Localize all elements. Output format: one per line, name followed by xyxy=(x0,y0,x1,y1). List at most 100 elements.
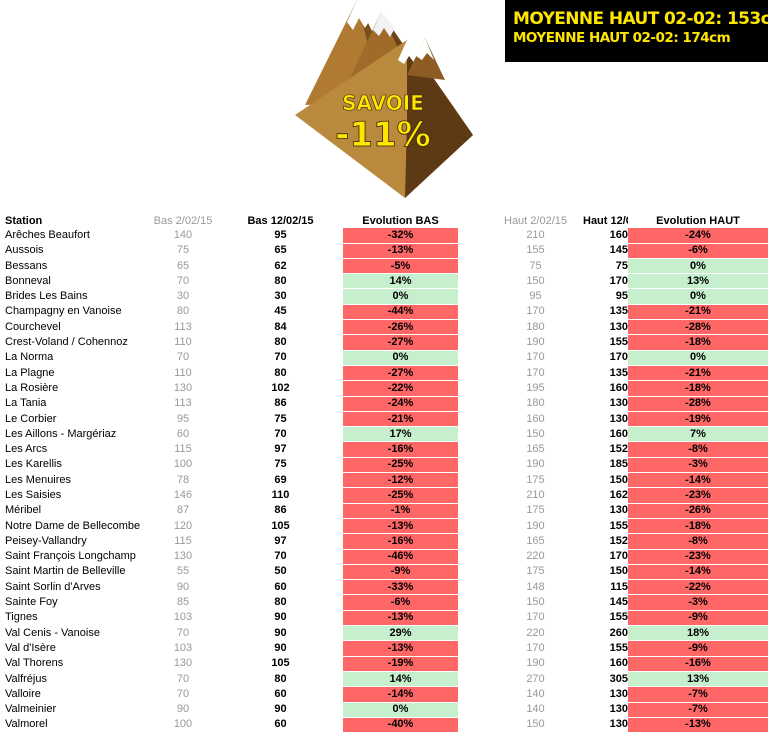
table-row: Courchevel 113 84 -26% 180 130 -28% xyxy=(0,319,768,336)
summary-line-2: MOYENNE HAUT 02-02: 174cm xyxy=(513,30,731,46)
station-name: Arêches Beaufort xyxy=(5,229,90,242)
bas-new-value: 75 xyxy=(274,458,287,471)
station-name: Les Arcs xyxy=(5,443,48,456)
station-name: Sainte Foy xyxy=(5,596,58,609)
bas-old-value: 90 xyxy=(176,703,190,716)
bas-old-value: 146 xyxy=(173,488,193,501)
haut-old-value: 165 xyxy=(526,534,545,547)
evolution-bas-value: 17% xyxy=(343,426,458,443)
table-row: Les Aillons - Margériaz 60 70 17% 150 160 7% xyxy=(0,426,768,443)
bas-old-value: 60 xyxy=(176,427,190,440)
bas-old-value: 100 xyxy=(173,458,193,471)
table-row: La Tania 113 86 -24% 180 130 -28% xyxy=(0,396,768,412)
table-row: La Norma 70 70 0% 170 170 0% xyxy=(0,350,768,366)
evolution-haut-value: -24% xyxy=(628,228,768,244)
station-name: La Norma xyxy=(5,351,54,364)
table-row: Peisey-Vallandry 115 97 -16% 165 152 -8% xyxy=(0,533,768,550)
bas-new-value: 65 xyxy=(274,244,287,257)
evolution-haut-value: -7% xyxy=(628,702,768,718)
bas-new-value: 60 xyxy=(274,718,287,731)
table-row: Le Corbier 95 75 -21% 160 130 -19% xyxy=(0,411,768,428)
bas-old-value: 80 xyxy=(176,305,190,318)
evolution-haut-value: -6% xyxy=(628,243,768,259)
haut-new-value: 130 xyxy=(609,703,628,716)
bas-new-value: 102 xyxy=(271,381,290,394)
evolution-haut-value: -8% xyxy=(628,533,768,550)
station-name: Valmeinier xyxy=(5,703,57,716)
spacer xyxy=(458,381,488,396)
bas-old-value: 130 xyxy=(173,550,193,563)
station-name: Saint François Longchamp xyxy=(5,550,136,563)
bas-old-value: 130 xyxy=(173,381,193,394)
evolution-bas-value: -33% xyxy=(343,579,458,596)
station-name: Aussois xyxy=(5,244,44,257)
bas-old-value: 30 xyxy=(176,290,190,303)
bas-old-value: 110 xyxy=(174,366,192,379)
evolution-bas-value: -19% xyxy=(343,656,458,672)
spacer xyxy=(458,228,488,243)
haut-old-value: 175 xyxy=(526,504,545,517)
evolution-bas-value: -13% xyxy=(343,640,458,657)
evolution-haut-value: -3% xyxy=(628,457,768,474)
haut-new-value: 115 xyxy=(610,580,628,593)
haut-old-value: 170 xyxy=(526,641,545,654)
header-spacer xyxy=(458,214,488,228)
haut-new-value: 155 xyxy=(609,611,628,624)
haut-old-value: 150 xyxy=(526,274,545,287)
table-row: Bonneval 70 80 14% 150 170 13% xyxy=(0,273,768,290)
bas-new-value: 105 xyxy=(271,519,290,532)
spacer xyxy=(458,518,488,533)
evolution-bas-value: -13% xyxy=(343,518,458,535)
spacer xyxy=(458,580,488,595)
haut-old-value: 148 xyxy=(526,580,545,593)
header-evo-haut: Evolution HAUT xyxy=(656,214,740,227)
table-row: Aussois 75 65 -13% 155 145 -6% xyxy=(0,243,768,259)
evolution-bas-value: -27% xyxy=(343,365,458,382)
spacer xyxy=(458,258,488,273)
haut-old-value: 170 xyxy=(526,305,545,318)
spacer xyxy=(458,274,488,289)
evolution-haut-value: -9% xyxy=(628,640,768,657)
bas-new-value: 75 xyxy=(274,412,287,425)
haut-old-value: 270 xyxy=(526,672,545,685)
haut-new-value: 150 xyxy=(609,565,628,578)
haut-new-value: 135 xyxy=(609,366,628,379)
haut-new-value: 145 xyxy=(609,596,628,609)
bas-new-value: 60 xyxy=(274,580,287,593)
spacer xyxy=(458,320,488,335)
bas-old-value: 113 xyxy=(174,320,192,333)
spacer xyxy=(458,350,488,365)
haut-new-value: 150 xyxy=(609,473,628,486)
station-name: Tignes xyxy=(5,611,38,624)
evolution-haut-value: -22% xyxy=(628,579,768,596)
spacer xyxy=(458,549,488,564)
haut-old-value: 190 xyxy=(526,657,545,670)
station-name: Les Saisies xyxy=(5,488,62,501)
spacer xyxy=(458,626,488,641)
spacer xyxy=(458,243,488,258)
bas-old-value: 110 xyxy=(174,336,192,349)
station-name: Méribel xyxy=(5,504,42,517)
spacer xyxy=(458,411,488,426)
haut-old-value: 220 xyxy=(526,550,545,563)
bas-old-value: 103 xyxy=(173,611,193,624)
haut-new-value: 155 xyxy=(609,641,628,654)
station-name: Bessans xyxy=(5,259,48,272)
table-row: La Rosière 130 102 -22% 195 160 -18% xyxy=(0,380,768,397)
haut-new-value: 155 xyxy=(609,519,628,532)
haut-old-value: 150 xyxy=(526,718,545,731)
haut-old-value: 150 xyxy=(526,427,545,440)
header-station: Station xyxy=(5,214,43,227)
haut-new-value: 170 xyxy=(609,550,628,563)
haut-new-value: 155 xyxy=(609,336,628,349)
evolution-haut-value: -14% xyxy=(628,472,768,489)
table-row: Val Thorens 130 105 -19% 190 160 -16% xyxy=(0,656,768,672)
table-row: Arêches Beaufort 140 95 -32% 210 160 -24% xyxy=(0,228,768,244)
bas-old-value: 70 xyxy=(176,274,190,287)
spacer xyxy=(458,595,488,610)
haut-old-value: 220 xyxy=(526,626,545,639)
evolution-bas-value: -13% xyxy=(343,243,458,259)
bas-new-value: 70 xyxy=(274,427,287,440)
header-haut-old: Haut 2/02/15 xyxy=(504,214,567,227)
evolution-haut-value: -7% xyxy=(628,686,768,703)
